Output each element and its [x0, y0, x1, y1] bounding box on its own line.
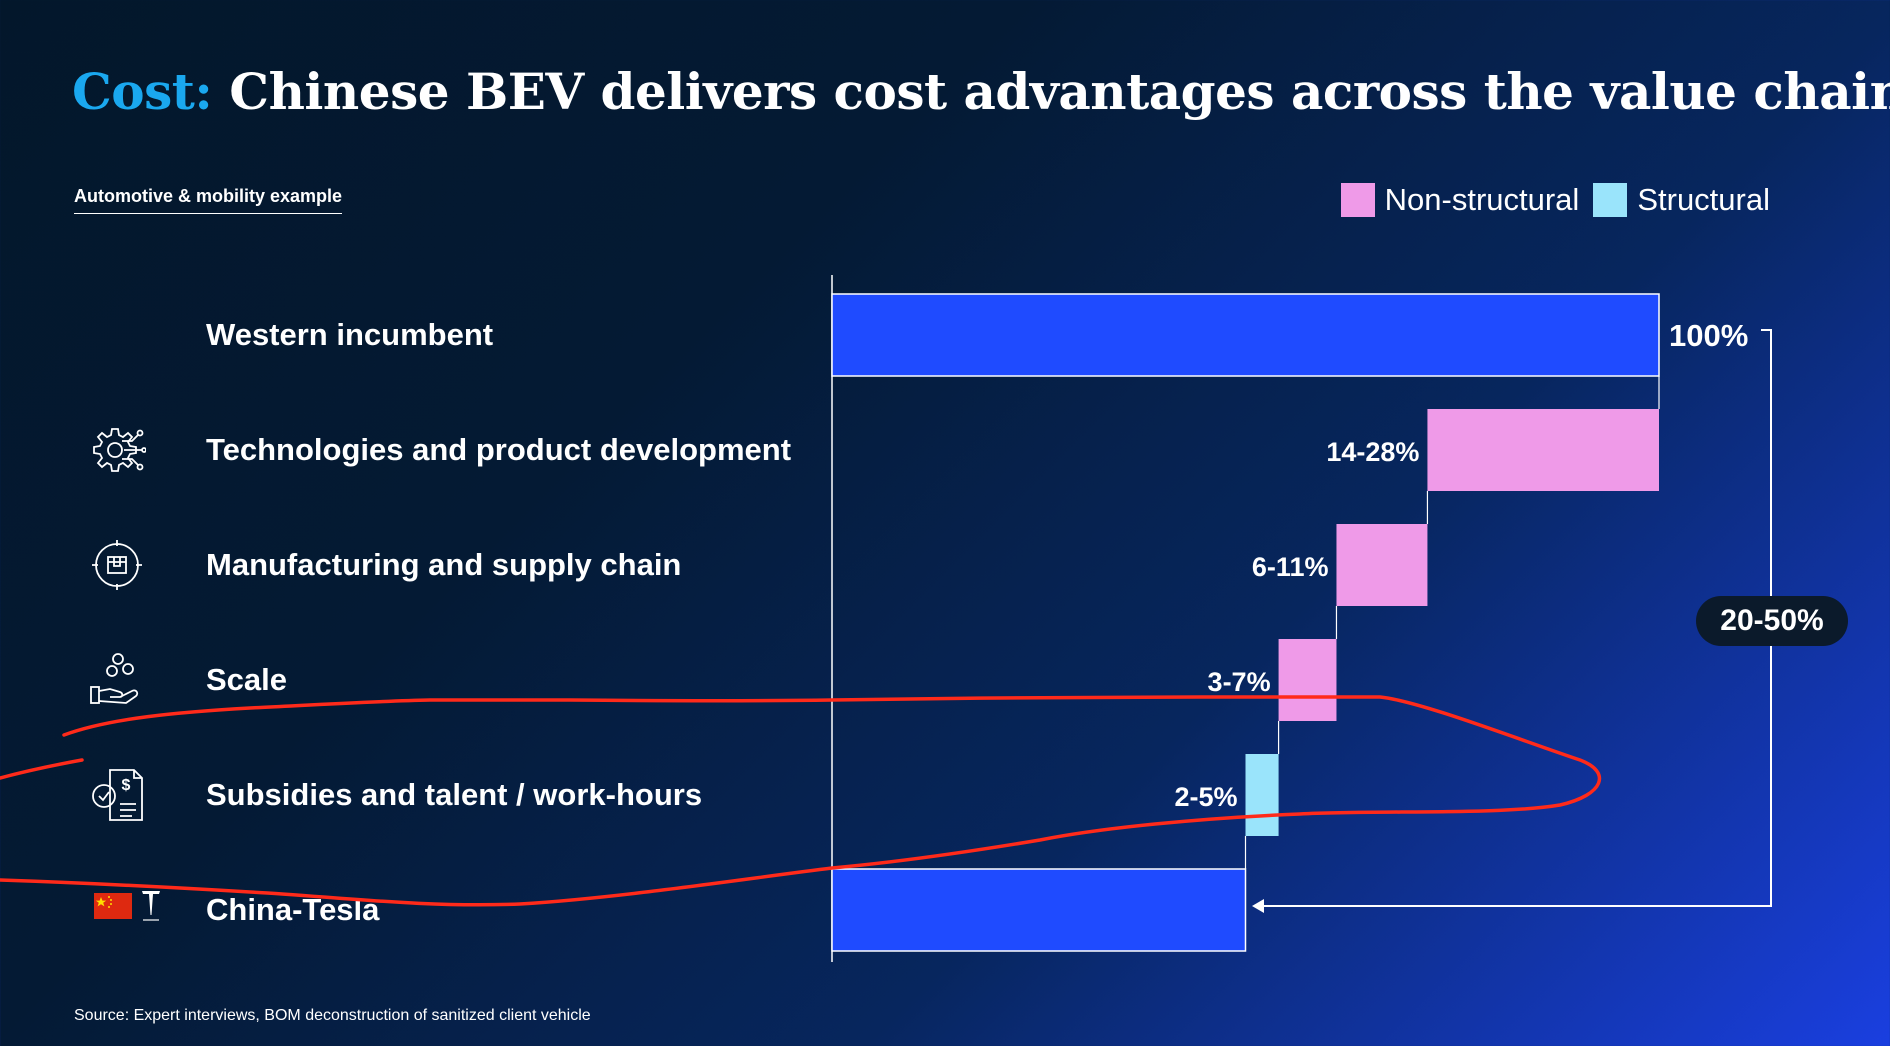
china-flag-tesla-logo-icon	[94, 891, 160, 921]
bar-subsidies-and-talent-work-hours	[1245, 754, 1279, 836]
title-accent: Cost:	[72, 62, 213, 121]
bar-manufacturing-and-supply-chain	[1336, 524, 1428, 606]
hand-coins-icon	[90, 653, 139, 704]
data-label-scale: 3-7%	[1208, 667, 1271, 697]
connector-lines	[1244, 376, 1660, 869]
red-annotation-strokes	[0, 695, 1601, 907]
legend-item-structural: Structural	[1593, 182, 1770, 218]
bar-western-incumbent	[831, 293, 1660, 377]
row-label-manufacturing: Manufacturing and supply chain	[206, 547, 682, 582]
row-label-subsidies: Subsidies and talent / work-hours	[206, 777, 703, 812]
chart-bars	[831, 293, 1660, 952]
data-label-manufacturing-and-supply-chain: 6-11%	[1252, 552, 1329, 582]
document-dollar-icon: $	[92, 769, 143, 821]
data-label-western-incumbent: 100%	[1669, 318, 1748, 353]
chart-data-labels: 100% 14-28% 6-11% 3-7% 2-5%	[1174, 318, 1748, 812]
total-difference-badge: 20-50%	[1696, 596, 1848, 646]
china-flag-icon	[94, 893, 132, 919]
row-label-technologies: Technologies and product development	[206, 432, 792, 467]
legend: Non-structural Structural	[1327, 182, 1770, 218]
legend-swatch-non-structural	[1340, 183, 1375, 217]
bar-china-tesla	[831, 868, 1247, 952]
row-label-western-incumbent: Western incumbent	[206, 317, 494, 352]
dollar-sign-icon: $	[122, 777, 131, 794]
title-text: Chinese BEV delivers cost advantages acr…	[229, 62, 1890, 121]
legend-label-structural: Structural	[1637, 182, 1770, 217]
data-label-technologies-and-product-development: 14-28%	[1326, 437, 1419, 467]
legend-item-non-structural: Non-structural	[1340, 182, 1580, 218]
package-target-icon	[92, 540, 142, 590]
page-title: Cost: Chinese BEV delivers cost advantag…	[72, 62, 1890, 121]
tesla-logo-icon	[142, 891, 160, 921]
legend-label-non-structural: Non-structural	[1384, 182, 1580, 217]
bar-scale	[1278, 639, 1337, 721]
subtitle: Automotive & mobility example	[74, 186, 343, 214]
source-note: Source: Expert interviews, BOM deconstru…	[74, 1007, 591, 1024]
legend-swatch-structural	[1593, 183, 1628, 217]
bar-technologies-and-product-development	[1427, 409, 1659, 491]
gear-circuit-icon	[93, 428, 146, 472]
data-label-subsidies-and-talent-work-hours: 2-5%	[1174, 782, 1237, 812]
row-label-scale: Scale	[206, 662, 288, 697]
